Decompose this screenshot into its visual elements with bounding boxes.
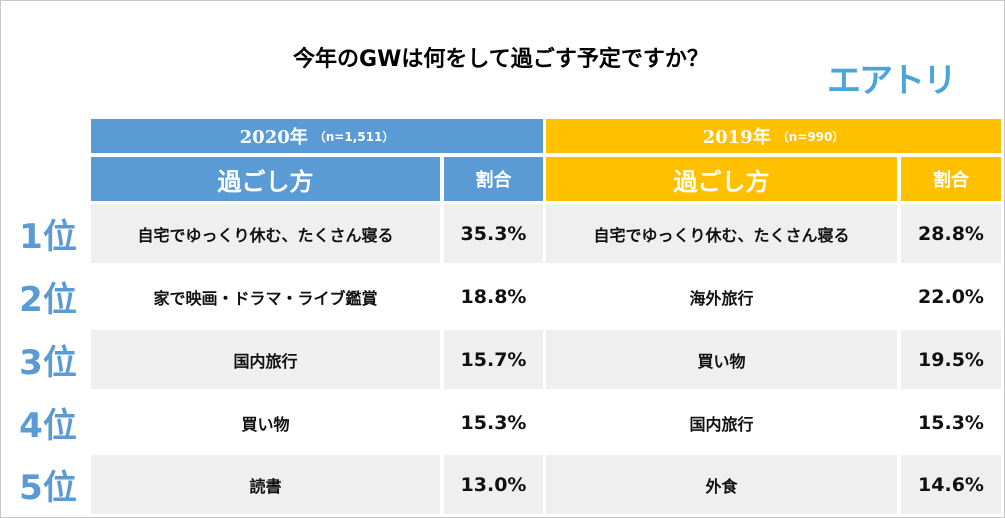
activity-cell: 買い物	[546, 330, 897, 389]
percentage-cell: 15.7%	[444, 330, 543, 389]
column-header-activity-2020: 過ごし方	[91, 157, 440, 201]
sample-size: （n=990）	[776, 129, 845, 144]
percentage-cell: 15.3%	[918, 411, 984, 434]
rank-label: 4位	[19, 406, 77, 446]
rank-label: 2位	[19, 280, 77, 320]
percentage-cell: 22.0%	[918, 285, 984, 308]
percentage-cell: 14.6%	[901, 455, 1001, 514]
activity-cell: 自宅でゆっくり休む、たくさん寝る	[91, 204, 440, 263]
percentage-cell: 15.3%	[460, 411, 527, 434]
sample-size: （n=1,511）	[313, 129, 395, 144]
chart-title: 今年のGWは何をして過ごす予定ですか？	[293, 47, 709, 72]
activity-cell: 買い物	[241, 414, 290, 434]
percentage-cell: 28.8%	[901, 204, 1001, 263]
activity-cell: 家で映画・ドラマ・ライブ鑑賞	[153, 288, 378, 308]
activity-cell: 国内旅行	[689, 414, 754, 434]
year-label: 2019年	[702, 127, 771, 148]
percentage-cell: 19.5%	[901, 330, 1001, 389]
brand-logo: エアトリ	[827, 61, 957, 101]
rank-label: 5位	[19, 468, 77, 508]
year-label: 2020年	[239, 127, 308, 148]
activity-cell: 海外旅行	[689, 288, 754, 308]
rank-label: 1位	[19, 217, 77, 257]
column-header-activity-2019: 過ごし方	[546, 157, 897, 201]
activity-cell: 読書	[91, 455, 440, 514]
year-header-2019: 2019年 （n=990）	[546, 119, 1001, 153]
activity-cell: 自宅でゆっくり休む、たくさん寝る	[546, 204, 897, 263]
activity-cell: 国内旅行	[91, 330, 440, 389]
rank-label: 3位	[19, 343, 77, 383]
percentage-cell: 18.8%	[460, 285, 527, 308]
column-header-pct-2019: 割合	[901, 157, 1001, 201]
activity-cell: 外食	[546, 455, 897, 514]
year-header-2020: 2020年 （n=1,511）	[91, 119, 543, 153]
column-header-pct-2020: 割合	[444, 157, 543, 201]
percentage-cell: 13.0%	[444, 455, 543, 514]
percentage-cell: 35.3%	[444, 204, 543, 263]
